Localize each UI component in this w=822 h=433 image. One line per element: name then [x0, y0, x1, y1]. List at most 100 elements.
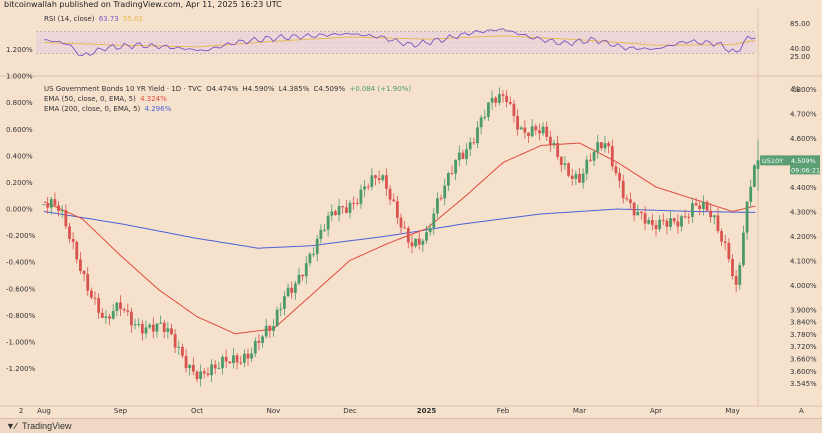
candle[interactable]	[731, 253, 734, 280]
candle[interactable]	[363, 180, 366, 197]
candle[interactable]	[640, 210, 643, 220]
candle[interactable]	[709, 203, 713, 223]
candle[interactable]	[250, 347, 254, 363]
candle[interactable]	[304, 255, 308, 284]
candle[interactable]	[115, 302, 119, 317]
candle[interactable]	[487, 102, 490, 121]
candle[interactable]	[501, 90, 505, 103]
candle[interactable]	[144, 320, 148, 339]
brand-name[interactable]: TradingView	[22, 421, 72, 431]
candle[interactable]	[632, 201, 636, 222]
candle[interactable]	[133, 318, 137, 330]
candle[interactable]	[603, 135, 607, 153]
candle[interactable]	[188, 364, 192, 376]
candle[interactable]	[712, 214, 716, 225]
candle[interactable]	[676, 214, 680, 234]
candle[interactable]	[701, 195, 705, 216]
candle[interactable]	[727, 238, 731, 263]
candle[interactable]	[170, 323, 173, 336]
candle[interactable]	[698, 201, 702, 216]
candle[interactable]	[643, 206, 647, 231]
candle[interactable]	[436, 192, 439, 218]
candle[interactable]	[385, 168, 388, 196]
candle[interactable]	[53, 192, 57, 207]
candle[interactable]	[221, 354, 224, 375]
candle[interactable]	[137, 318, 141, 328]
tradingview-logo-icon[interactable]: ▼∕	[6, 421, 17, 431]
candle[interactable]	[326, 211, 330, 237]
candle[interactable]	[275, 306, 279, 327]
candle[interactable]	[581, 168, 585, 189]
candle[interactable]	[705, 200, 709, 212]
candle[interactable]	[742, 225, 745, 268]
candle[interactable]	[545, 121, 549, 141]
candle[interactable]	[46, 196, 50, 214]
candle[interactable]	[592, 149, 596, 167]
candle[interactable]	[49, 196, 53, 215]
candle[interactable]	[570, 168, 574, 186]
candle[interactable]	[589, 153, 592, 163]
candle[interactable]	[246, 348, 250, 366]
candle[interactable]	[308, 252, 312, 267]
candle[interactable]	[290, 281, 294, 299]
candle[interactable]	[519, 125, 523, 130]
candle[interactable]	[446, 171, 450, 191]
candle[interactable]	[567, 162, 570, 178]
candle[interactable]	[355, 198, 359, 206]
candle[interactable]	[494, 95, 498, 108]
candle[interactable]	[556, 135, 560, 160]
candle[interactable]	[694, 197, 698, 206]
candle[interactable]	[177, 340, 181, 355]
candle[interactable]	[111, 303, 115, 320]
candle[interactable]	[607, 140, 611, 154]
candle[interactable]	[334, 209, 337, 216]
candle[interactable]	[97, 293, 101, 319]
candle[interactable]	[75, 240, 79, 264]
candle[interactable]	[691, 197, 694, 223]
candle[interactable]	[574, 170, 578, 185]
candle[interactable]	[468, 137, 472, 157]
candle[interactable]	[130, 307, 133, 333]
candle[interactable]	[490, 90, 494, 110]
candle[interactable]	[450, 165, 454, 175]
candle[interactable]	[672, 217, 676, 225]
candle[interactable]	[122, 307, 126, 313]
candle[interactable]	[173, 329, 177, 354]
candle[interactable]	[512, 99, 516, 123]
candle[interactable]	[527, 132, 530, 143]
candle[interactable]	[348, 200, 352, 219]
candle[interactable]	[64, 204, 68, 230]
candle[interactable]	[596, 134, 600, 159]
candle[interactable]	[392, 193, 396, 203]
candle[interactable]	[235, 353, 239, 370]
candle[interactable]	[191, 357, 195, 376]
candle[interactable]	[410, 235, 414, 254]
candle[interactable]	[647, 216, 651, 225]
candle[interactable]	[414, 238, 417, 249]
candle[interactable]	[483, 109, 487, 121]
candle[interactable]	[559, 155, 563, 173]
candle[interactable]	[472, 137, 476, 145]
candle[interactable]	[541, 122, 545, 137]
candle[interactable]	[734, 269, 738, 293]
candle[interactable]	[654, 220, 658, 237]
candle[interactable]	[359, 184, 363, 209]
candle[interactable]	[242, 349, 246, 368]
candle[interactable]	[159, 315, 162, 324]
candle[interactable]	[578, 168, 581, 183]
candle[interactable]	[344, 200, 348, 214]
candle[interactable]	[206, 367, 210, 378]
candle[interactable]	[217, 361, 221, 370]
candle[interactable]	[279, 302, 283, 317]
candle[interactable]	[388, 185, 392, 206]
candle[interactable]	[239, 355, 243, 366]
candle[interactable]	[538, 123, 541, 141]
candle[interactable]	[650, 213, 654, 231]
candle[interactable]	[293, 280, 297, 300]
candle[interactable]	[268, 325, 272, 338]
candle[interactable]	[79, 252, 82, 274]
candle[interactable]	[257, 334, 261, 351]
candle[interactable]	[319, 224, 323, 244]
candle[interactable]	[253, 337, 257, 357]
